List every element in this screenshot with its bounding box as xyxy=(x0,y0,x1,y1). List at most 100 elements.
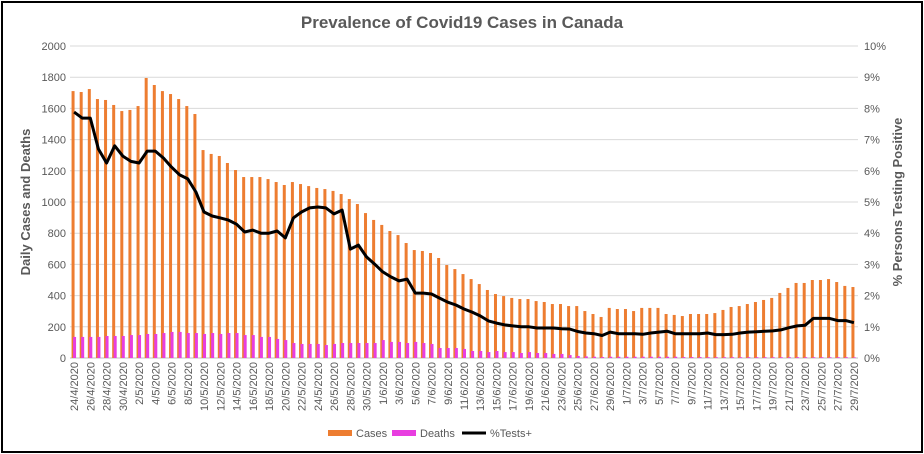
x-tick-label: 13/7/2020 xyxy=(719,362,731,411)
bar-deaths xyxy=(146,333,150,358)
bar-cases xyxy=(477,284,481,358)
y2-tick-label: 3% xyxy=(864,259,880,271)
bar-cases xyxy=(778,292,782,358)
y2-tick-label: 5% xyxy=(864,197,880,209)
bar-cases xyxy=(71,91,75,359)
bar-cases xyxy=(128,109,132,359)
chart-title: Prevalence of Covid19 Cases in Canada xyxy=(301,13,624,32)
bar-deaths xyxy=(633,356,637,358)
legend-swatch-cases xyxy=(328,430,352,436)
bar-cases xyxy=(315,187,319,358)
bar-deaths xyxy=(235,333,239,358)
bar-deaths xyxy=(666,356,670,358)
bar-cases xyxy=(250,177,254,358)
bar-cases xyxy=(526,299,530,358)
bar-deaths xyxy=(592,356,596,358)
bar-deaths xyxy=(414,341,418,358)
bar-deaths xyxy=(641,356,645,358)
bar-deaths xyxy=(698,357,702,358)
legend-label-tests: %Tests+ xyxy=(490,428,532,440)
bar-cases xyxy=(104,99,108,358)
bar-deaths xyxy=(268,336,272,358)
bar-deaths xyxy=(682,357,686,358)
bar-deaths xyxy=(674,356,678,358)
bar-deaths xyxy=(820,357,824,358)
bar-deaths xyxy=(438,348,442,358)
bar-deaths xyxy=(796,357,800,358)
y2-tick-label: 4% xyxy=(864,228,880,240)
y-tick-label: 400 xyxy=(48,291,66,303)
bar-deaths xyxy=(300,343,304,358)
bar-deaths xyxy=(105,336,109,358)
bar-deaths xyxy=(787,357,791,358)
bar-deaths xyxy=(170,331,174,358)
y-tick-label: 200 xyxy=(48,322,66,334)
y-tick-label: 1200 xyxy=(42,166,66,178)
x-tick-label: 28/4/2020 xyxy=(102,362,114,411)
x-tick-label: 25/7/2020 xyxy=(816,362,828,411)
x-tick-label: 16/5/2020 xyxy=(248,362,260,411)
y2-tick-label: 9% xyxy=(864,72,880,84)
bar-deaths xyxy=(584,356,588,358)
bar-deaths xyxy=(552,353,556,358)
bar-cases xyxy=(160,91,164,359)
y2-tick-label: 7% xyxy=(864,135,880,147)
legend-swatch-deaths xyxy=(392,430,416,436)
bar-deaths xyxy=(341,343,345,358)
y2-tick-label: 6% xyxy=(864,166,880,178)
bar-deaths xyxy=(804,357,808,358)
x-tick-label: 15/7/2020 xyxy=(735,362,747,411)
bar-cases xyxy=(672,314,676,358)
bar-deaths xyxy=(609,356,613,358)
bar-deaths xyxy=(487,352,491,358)
bar-deaths xyxy=(454,348,458,358)
bar-deaths xyxy=(121,336,125,358)
y-tick-label: 1400 xyxy=(42,135,66,147)
x-tick-label: 15/6/2020 xyxy=(491,362,503,411)
bar-cases xyxy=(762,299,766,358)
legend: Cases Deaths %Tests+ xyxy=(328,428,532,440)
y-tick-label: 1600 xyxy=(42,103,66,115)
bar-cases xyxy=(437,258,441,358)
bar-deaths xyxy=(203,333,207,358)
bar-cases xyxy=(485,289,489,358)
y-tick-label: 0 xyxy=(60,353,66,365)
bar-cases xyxy=(558,304,562,358)
bar-deaths xyxy=(89,336,93,358)
bar-cases xyxy=(445,265,449,358)
bar-deaths xyxy=(511,352,515,358)
bar-deaths xyxy=(251,335,255,358)
bar-cases xyxy=(225,163,229,358)
bar-deaths xyxy=(365,343,369,358)
bar-cases xyxy=(729,306,733,358)
bar-cases xyxy=(201,150,205,358)
x-tick-label: 14/5/2020 xyxy=(232,362,244,411)
x-tick-label: 8/5/2020 xyxy=(183,362,195,405)
bar-deaths xyxy=(479,350,483,358)
bar-deaths xyxy=(398,341,402,358)
bar-cases xyxy=(120,111,124,358)
bar-cases xyxy=(802,282,806,358)
bar-cases xyxy=(347,199,351,358)
x-tick-label: 10/5/2020 xyxy=(199,362,211,411)
bar-deaths xyxy=(771,357,775,358)
bar-cases xyxy=(339,194,343,358)
bar-cases xyxy=(770,297,774,358)
bar-cases xyxy=(144,77,148,358)
bar-cases xyxy=(242,177,246,358)
bar-cases xyxy=(331,190,335,358)
bar-cases xyxy=(193,114,197,359)
bar-deaths xyxy=(739,357,743,358)
bar-cases xyxy=(786,287,790,358)
y-tick-label: 600 xyxy=(48,259,66,271)
x-tick-label: 9/6/2020 xyxy=(443,362,455,405)
bar-deaths xyxy=(625,356,629,358)
bar-deaths xyxy=(714,357,718,358)
bar-deaths xyxy=(471,350,475,358)
bar-cases xyxy=(753,301,757,358)
x-tick-label: 22/5/2020 xyxy=(297,362,309,411)
bar-cases xyxy=(290,182,294,358)
bar-deaths xyxy=(211,333,215,358)
bar-deaths xyxy=(763,357,767,358)
bar-deaths xyxy=(154,333,158,358)
